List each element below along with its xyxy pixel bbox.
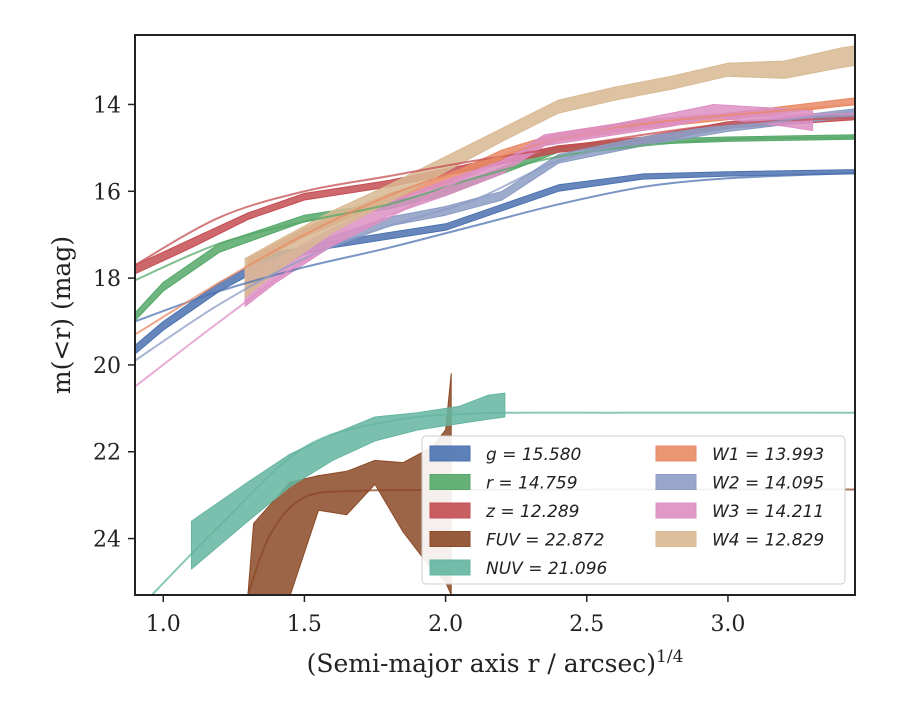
x-tick-label: 3.0 [710,612,745,637]
legend-swatch [655,531,697,547]
legend-item-fuv: FUV = 22.872 [429,531,604,551]
legend-item-w1: W1 = 13.993 [655,445,824,465]
legend-swatch [429,502,471,519]
legend-swatch [429,474,471,490]
series-curve-w1 [135,103,855,336]
legend-swatch [655,474,697,490]
legend-label: z = 12.289 [485,502,579,522]
legend-swatch [429,531,471,547]
series-curve-z [135,116,855,266]
legend-label: FUV = 22.872 [486,531,604,551]
x-tick-label: 1.0 [146,612,181,637]
axes-layer: 1.0 1.5 2.0 2.5 3.0 14 16 18 20 22 24 [93,34,856,637]
legend-label: r = 14.759 [486,474,578,494]
legend-box [421,435,846,585]
legend-swatch [655,502,697,519]
series-curve-nuv [151,411,855,595]
legend-label: W1 = 13.993 [712,445,824,465]
legend-label: W2 = 14.095 [712,474,824,494]
series-curve-r [135,136,855,282]
legend-item-g: g = 15.580 [429,445,581,465]
y-tick-label: 22 [93,441,121,466]
legend-item-r: r = 14.759 [429,474,578,494]
x-tick-label: 1.5 [287,612,322,637]
y-tick-label: 16 [93,180,121,205]
legend-item-nuv: NUV = 21.096 [429,559,608,579]
y-tick-label: 18 [93,267,121,292]
legend-label: NUV = 21.096 [486,559,608,579]
series-curve-g [135,172,855,323]
legend-item-w2: W2 = 14.095 [655,474,824,494]
x-axis-label: (Semi-major axis r / arcsec)1/4 [307,647,684,678]
x-tick-label: 2.0 [428,612,463,637]
y-axis-label: m(<r) (mag) [47,236,76,394]
legend-item-w4: W4 = 12.829 [655,531,824,551]
legend-swatch [655,445,697,462]
legend-item-z: z = 12.289 [429,502,579,522]
legend: g = 15.580 r = 14.759 z = 12.289 FUV = 22.8… [421,435,846,585]
y-tick-label: 14 [93,93,121,118]
y-tick-label: 24 [93,528,121,553]
x-tick-label: 2.5 [569,612,604,637]
series-curve-w3 [135,112,855,388]
legend-swatch [429,445,471,462]
legend-label: W3 = 14.211 [712,502,824,522]
series-curve-w2 [135,110,855,362]
series-band-w4 [244,45,855,299]
legend-item-w3: W3 = 14.211 [655,502,824,522]
series-band-w3 [244,104,814,307]
legend-label: g = 15.580 [486,445,581,465]
y-tick-label: 20 [93,354,121,379]
legend-swatch [429,559,471,576]
series-band-z [135,112,855,275]
plot-frame [134,34,856,596]
legend-label: W4 = 12.829 [712,531,824,551]
